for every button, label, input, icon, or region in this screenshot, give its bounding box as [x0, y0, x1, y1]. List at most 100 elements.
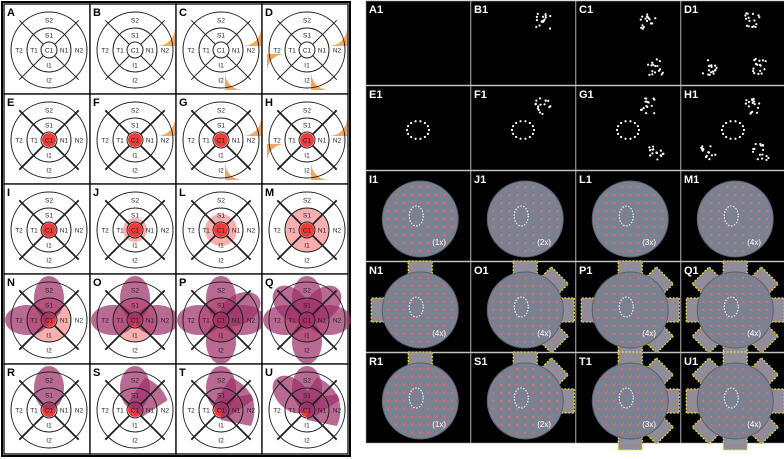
test-point-grid: [597, 367, 664, 435]
stimulus-dot: [652, 97, 655, 100]
test-point: [718, 375, 721, 379]
stimulus-dot: [644, 17, 647, 20]
sector-label-inner-top: S1: [303, 212, 311, 219]
test-point: [548, 284, 551, 288]
test-point: [435, 423, 438, 427]
test-point: [443, 193, 446, 197]
stimulus-dot: [751, 110, 754, 113]
test-point: [742, 241, 745, 245]
fundus-image: [486, 271, 564, 349]
stimulus-dot: [511, 132, 515, 136]
test-point: [653, 209, 656, 213]
stimulus-dot: [544, 99, 547, 102]
sector-spoke: [190, 145, 216, 171]
test-point: [637, 383, 640, 387]
panel-label: E1: [369, 89, 382, 101]
test-point: [613, 241, 616, 245]
test-point: [548, 241, 551, 245]
test-point: [411, 431, 414, 435]
test-point: [516, 375, 519, 379]
test-point: [540, 375, 543, 379]
sector-label-inner-right: N1: [146, 227, 155, 234]
test-area-box-shape: [539, 324, 570, 354]
center-ring: [298, 221, 316, 239]
sector-spoke: [226, 145, 252, 171]
test-point: [637, 233, 640, 237]
test-point: [532, 265, 535, 267]
test-point: [661, 217, 664, 221]
stimulus-dot: [535, 25, 538, 29]
test-point: [702, 308, 705, 312]
dot-cluster: [647, 58, 664, 76]
test-point: [516, 316, 519, 320]
magnification-label: (4x): [747, 329, 761, 338]
test-point: [548, 407, 551, 411]
test-point: [718, 399, 721, 403]
test-point: [718, 225, 721, 229]
test-point: [702, 225, 705, 229]
sector-spoke: [226, 289, 252, 315]
test-point: [750, 201, 753, 205]
panel-label: R: [7, 367, 15, 379]
magnification-label: (4x): [747, 420, 761, 429]
test-point: [443, 241, 446, 245]
inner-ring: [112, 207, 158, 253]
sector-label-inner-top: S1: [131, 302, 139, 309]
stimulus-dot: [648, 149, 652, 152]
stimulus-dot: [741, 124, 745, 128]
test-point: [718, 316, 721, 320]
test-point: [645, 300, 648, 304]
stimulus-dot: [641, 24, 644, 27]
test-point: [395, 233, 398, 237]
test-point: [427, 265, 430, 267]
test-point: [443, 332, 446, 336]
test-point: [540, 308, 543, 312]
test-point: [500, 284, 503, 288]
lesion-shape: [329, 28, 347, 46]
sector-label-center: C1: [217, 407, 226, 414]
test-point: [742, 292, 745, 296]
test-point: [548, 391, 551, 395]
sector-label-outer-top: S2: [45, 107, 53, 114]
sector-spoke: [104, 379, 130, 405]
test-point: [411, 332, 414, 336]
panel-label: T1: [579, 356, 592, 368]
sim-panel-o1: (4x)O1: [470, 260, 576, 354]
test-point: [548, 193, 551, 197]
test-point: [540, 423, 543, 427]
lesion-shape: [225, 162, 243, 180]
panel-label: J1: [474, 174, 486, 186]
stimulus-dot: [423, 135, 426, 139]
test-point: [710, 383, 713, 387]
panel-border: [680, 352, 784, 444]
sector-label-outer-top: S2: [217, 287, 225, 294]
stimulus-dot: [534, 103, 537, 106]
test-point: [710, 193, 713, 197]
stimulus-dot: [761, 143, 764, 147]
test-point: [645, 415, 648, 419]
center-ring: [126, 131, 144, 149]
stimulus-dot: [714, 153, 717, 156]
test-point: [766, 217, 769, 221]
sector-label-center: C1: [131, 47, 140, 54]
stimulus-dot: [710, 65, 713, 69]
sector-label-outer-right: N2: [75, 227, 84, 234]
sector-spoke: [140, 199, 166, 225]
lesion-lobe: [243, 28, 261, 46]
test-point: [395, 193, 398, 197]
sector-spoke: [226, 235, 252, 261]
test-point: [403, 292, 406, 296]
test-point: [516, 225, 519, 229]
stimulus-dot: [651, 152, 654, 155]
stimulus-dot: [531, 132, 535, 136]
lesion-lobe: [329, 118, 347, 136]
center-ring: [212, 221, 230, 239]
test-point: [524, 265, 527, 267]
sector-label-outer-top: S2: [131, 17, 139, 24]
test-point: [726, 193, 729, 197]
stimulus-dot: [419, 137, 422, 140]
test-point: [726, 444, 729, 446]
sector-label-center: C1: [303, 317, 312, 324]
